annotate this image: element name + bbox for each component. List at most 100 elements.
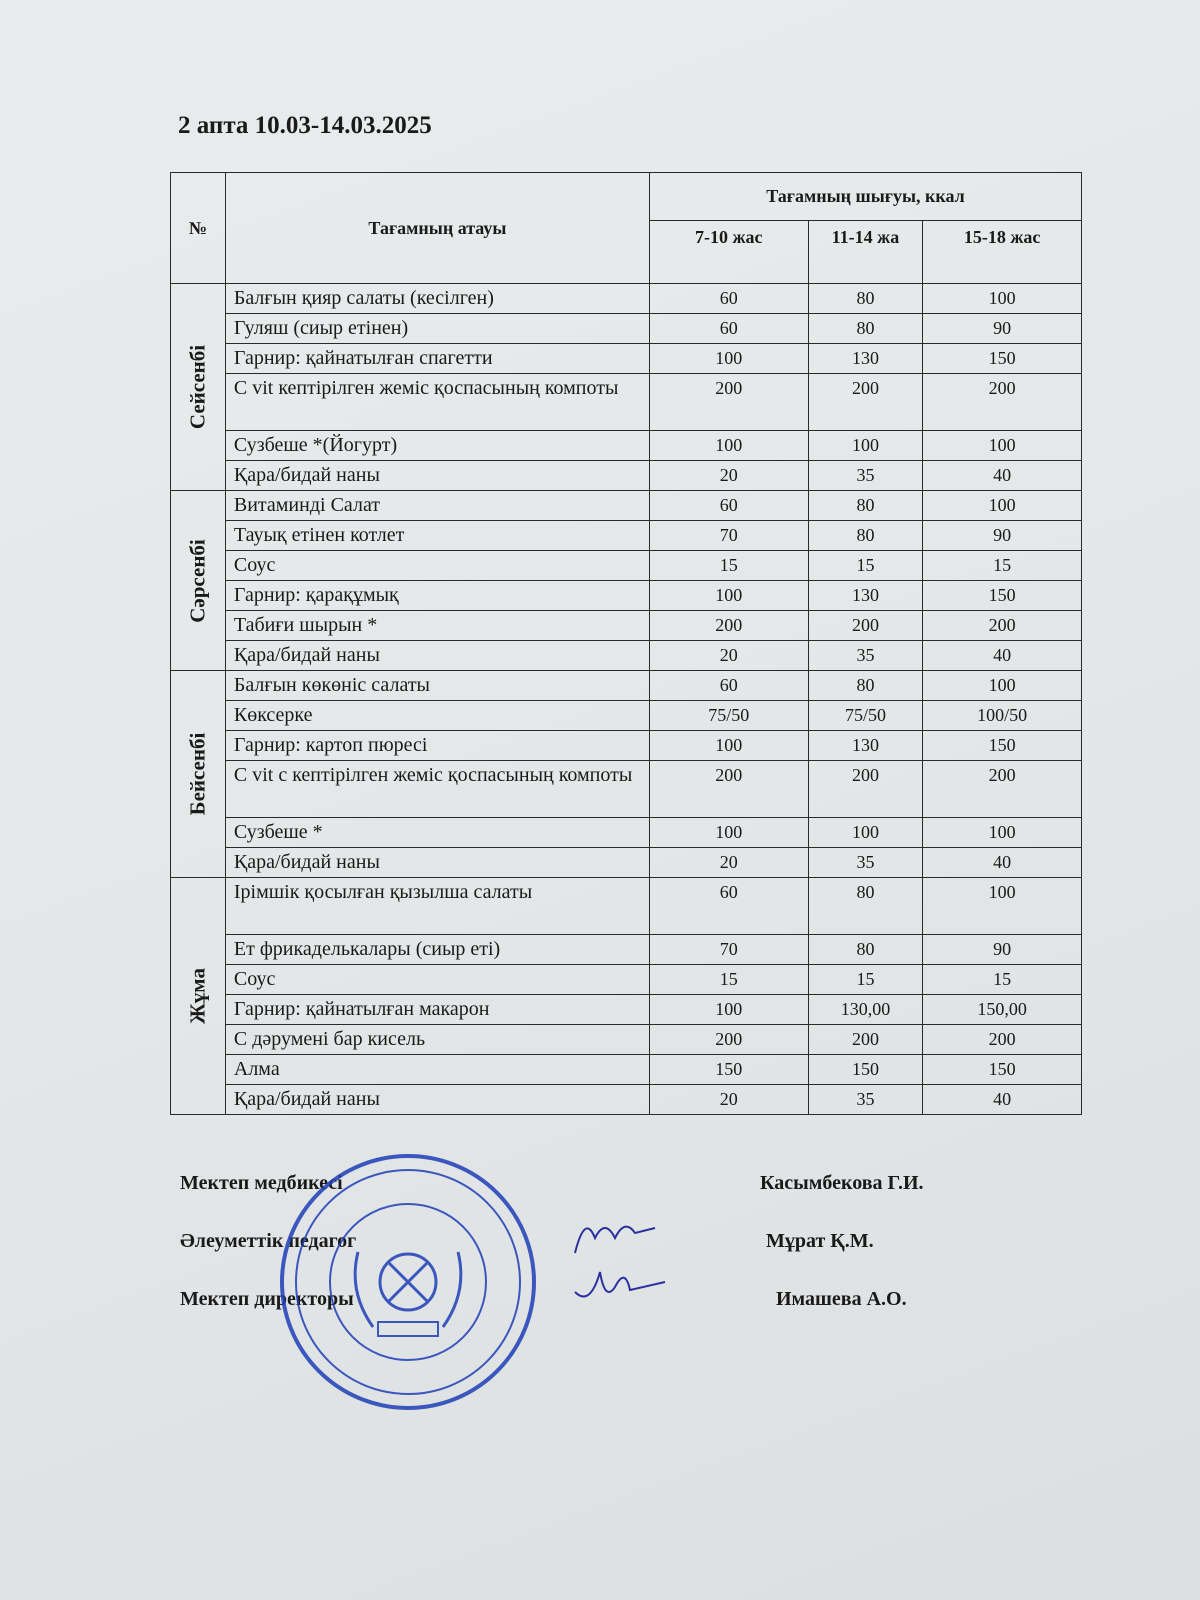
table-row: Табиғи шырын * 200 200 200 [171, 610, 1082, 641]
dish-name: Гарнир: қарақұмық [224, 580, 650, 611]
kcal-value: 60 [648, 670, 809, 701]
kcal-value: 35 [807, 460, 924, 491]
table-row: С дәрумені бар кисель 200 200 200 [171, 1024, 1082, 1055]
kcal-value: 80 [807, 313, 924, 344]
day-label: Сәрсенбі [185, 538, 210, 623]
dish-name: Витаминді Салат [224, 490, 650, 521]
kcal-value: 35 [807, 1084, 924, 1115]
table-row: Көксерке 75/50 75/50 100/50 [171, 700, 1082, 731]
dish-name: Соус [224, 964, 650, 995]
table-row: Гарнир: қайнатылған макарон 100 130,00 150,… [171, 994, 1082, 1025]
dish-name: Гарнир: қайнатылған спагетти [224, 343, 650, 374]
day-cell: Сәрсенбі [170, 490, 226, 671]
kcal-value: 200 [922, 373, 1082, 431]
table-row: Алма 150 150 150 [171, 1054, 1082, 1085]
table-row: Бейсенбі Балғын көкөніс салаты 60 80 100 [170, 670, 1082, 878]
kcal-value: 100 [648, 994, 809, 1025]
kcal-value: 15 [807, 964, 924, 995]
dish-name: Табиғи шырын * [224, 610, 650, 641]
kcal-value: 150 [922, 580, 1082, 611]
table-row: Соус 15 15 15 [171, 964, 1082, 995]
kcal-value: 15 [648, 964, 809, 995]
kcal-value: 90 [922, 313, 1082, 344]
dish-name: Гарнир: картоп пюресі [224, 730, 650, 761]
dish-name: Тауық етінен котлет [224, 520, 650, 551]
kcal-value: 200 [922, 760, 1082, 818]
kcal-value: 130 [807, 580, 924, 611]
page-title: 2 апта 10.03-14.03.2025 [178, 112, 432, 139]
signature-scribble [574, 1271, 666, 1298]
signature-scribble [574, 1225, 656, 1254]
table-row: Қара/бидай наны 20 35 40 [171, 460, 1082, 491]
kcal-value: 100 [807, 817, 924, 848]
kcal-value: 60 [648, 283, 809, 314]
day-label: Бейсенбі [185, 732, 210, 816]
kcal-value: 80 [807, 877, 924, 935]
kcal-value: 35 [807, 847, 924, 878]
kcal-value: 200 [807, 610, 924, 641]
kcal-value: 80 [807, 934, 924, 965]
kcal-value: 100 [922, 817, 1082, 848]
table-row: Гарнир: қайнатылған спагетти 100 130 150 [171, 343, 1082, 374]
kcal-value: 200 [648, 760, 809, 818]
kcal-value: 100 [648, 730, 809, 761]
kcal-value: 200 [922, 610, 1082, 641]
col-group-header: Тағамның шығуы, ккал [648, 172, 1083, 221]
kcal-value: 75/50 [648, 700, 809, 731]
kcal-value: 200 [922, 1024, 1082, 1055]
dish-name: Ет фрикаделькалары (сиыр еті) [224, 934, 650, 965]
table-row: Сузбеше *(Йогурт) 100 100 100 [171, 430, 1082, 461]
kcal-value: 20 [648, 460, 809, 491]
kcal-value: 200 [648, 373, 809, 431]
kcal-value: 80 [807, 490, 924, 521]
kcal-value: 200 [807, 1024, 924, 1055]
dish-name: Қара/бидай наны [224, 640, 650, 671]
age-col-header: 15-18 жас [922, 220, 1082, 284]
kcal-value: 130,00 [807, 994, 924, 1025]
kcal-value: 15 [648, 550, 809, 581]
kcal-value: 100 [922, 430, 1082, 461]
day-cell: Бейсенбі [170, 670, 226, 878]
dish-name: Балғын қияр салаты (кесілген) [224, 283, 650, 314]
age-col-header: 11-14 жа [807, 220, 924, 284]
kcal-value: 60 [648, 490, 809, 521]
table-row: Қара/бидай наны 20 35 40 [171, 847, 1082, 878]
kcal-value: 150 [922, 1054, 1082, 1085]
dish-name: Гарнир: қайнатылған макарон [224, 994, 650, 1025]
age-col-header: 7-10 жас [648, 220, 809, 284]
table-row: Сейсенбі Балғын қияр салаты (кесілген) 60 8… [170, 283, 1082, 491]
table-row: Тауық етінен котлет 70 80 90 [171, 520, 1082, 551]
day-cell: Сейсенбі [170, 283, 226, 491]
kcal-value: 20 [648, 640, 809, 671]
kcal-value: 100 [807, 430, 924, 461]
table-row: С vit с кептірілген жеміс қоспасының ком… [171, 760, 1082, 818]
dish-name: Балғын көкөніс салаты [224, 670, 650, 701]
dish-name: Гуляш (сиыр етінен) [224, 313, 650, 344]
kcal-value: 40 [922, 640, 1082, 671]
official-stamp [280, 1154, 536, 1410]
dish-name: Көксерке [224, 700, 650, 731]
dish-name: Сузбеше *(Йогурт) [224, 430, 650, 461]
table-row: Сузбеше * 100 100 100 [171, 817, 1082, 848]
dish-name: С vit кептірілген жеміс қоспасының компо… [224, 373, 650, 431]
kcal-value: 80 [807, 670, 924, 701]
kcal-value: 80 [807, 520, 924, 551]
kcal-value: 200 [807, 760, 924, 818]
dish-name: Сузбеше * [224, 817, 650, 848]
table-row: С vit кептірілген жеміс қоспасының компо… [171, 373, 1082, 431]
dish-name: С дәрумені бар кисель [224, 1024, 650, 1055]
kcal-value: 100/50 [922, 700, 1082, 731]
kcal-value: 15 [922, 964, 1082, 995]
dish-name: Соус [224, 550, 650, 581]
kcal-value: 90 [922, 520, 1082, 551]
kcal-value: 100 [648, 430, 809, 461]
kcal-value: 20 [648, 847, 809, 878]
kcal-value: 130 [807, 343, 924, 374]
table-row: Қара/бидай наны 20 35 40 [171, 640, 1082, 671]
kcal-value: 70 [648, 520, 809, 551]
kcal-value: 70 [648, 934, 809, 965]
kcal-value: 90 [922, 934, 1082, 965]
kcal-value: 80 [807, 283, 924, 314]
table-row: Соус 15 15 15 [171, 550, 1082, 581]
kcal-value: 100 [922, 670, 1082, 701]
